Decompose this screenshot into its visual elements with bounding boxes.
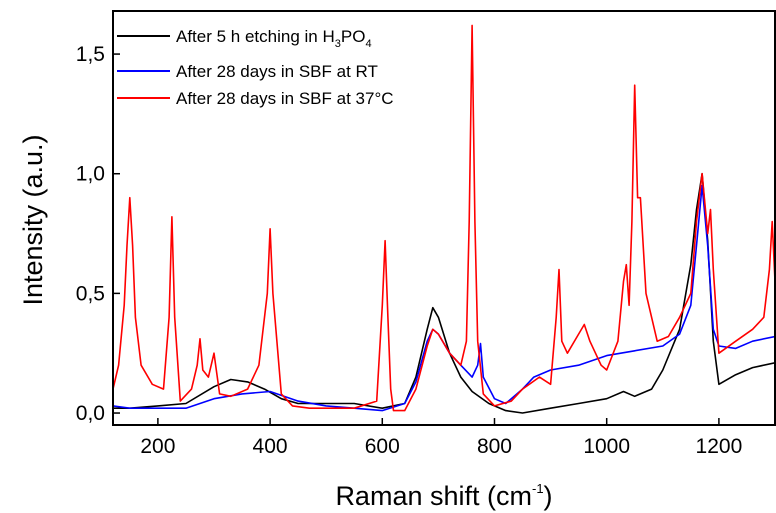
x-tick-label: 1000: [583, 435, 630, 458]
x-axis-title: Raman shift (cm-1): [335, 481, 552, 511]
y-tick-label: 0,5: [76, 282, 105, 305]
x-axis-title-sup: -1: [532, 481, 544, 496]
legend-etching-c: PO: [341, 27, 366, 46]
x-axis-title-main: Raman shift (cm: [335, 481, 532, 511]
plot-frame: [112, 10, 776, 426]
legend-label-rt: After 28 days in SBF at RT: [176, 62, 378, 81]
legend-label-37c: After 28 days in SBF at 37°C: [176, 89, 394, 108]
x-tick-label: 200: [140, 435, 175, 458]
legend-etching-d: 4: [365, 38, 371, 50]
x-tick-label: 400: [253, 435, 288, 458]
y-axis-title: Intensity (a.u.): [18, 134, 48, 305]
legend-label-etching: After 5 h etching in H3PO4: [176, 27, 372, 50]
y-tick-label: 1,0: [76, 163, 105, 186]
legend: After 5 h etching in H3PO4 After 28 days…: [117, 27, 394, 108]
series-line-sbf-37c: [113, 24, 775, 412]
legend-etching-b: 3: [335, 38, 341, 50]
series-line-sbf-rt: [113, 184, 775, 412]
series-line-etching: [113, 172, 775, 414]
ticks-layer: 200 400 600 800 1000 1200 0,0 0,5 1,0 1,5: [76, 43, 742, 458]
legend-etching-a: After 5 h etching in H: [176, 27, 335, 46]
x-tick-label: 600: [365, 435, 400, 458]
x-axis-title-end: ): [544, 481, 553, 511]
y-tick-label: 1,5: [76, 43, 105, 66]
x-tick-label: 800: [477, 435, 512, 458]
y-tick-label: 0,0: [76, 402, 105, 425]
x-tick-label: 1200: [696, 435, 743, 458]
series-layer: [113, 24, 775, 414]
